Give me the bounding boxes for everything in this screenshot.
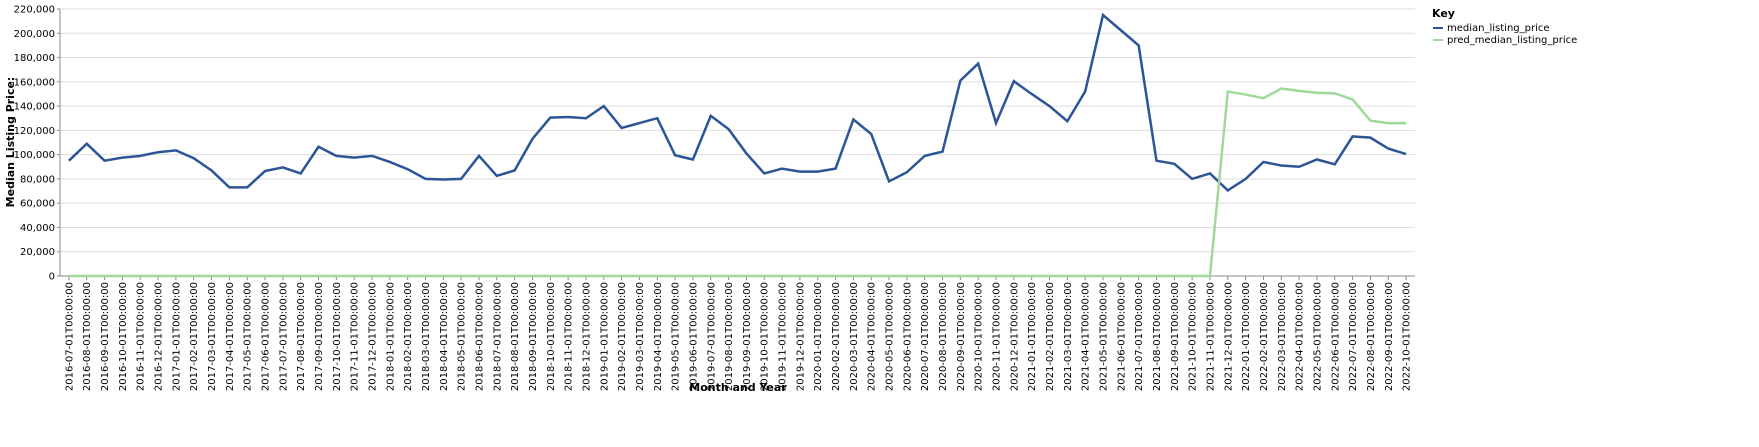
x-tick-label: 2019-11-01T00:00:00 <box>778 282 789 391</box>
x-tick-label: 2020-06-01T00:00:00 <box>902 282 913 391</box>
x-tick-label: 2017-02-01T00:00:00 <box>189 282 200 391</box>
x-axis-title: Month and Year <box>689 381 787 394</box>
x-tick-label: 2018-03-01T00:00:00 <box>421 282 432 391</box>
x-tick-label: 2017-07-01T00:00:00 <box>278 282 289 391</box>
x-tick-label: 2016-11-01T00:00:00 <box>136 282 147 391</box>
x-tick-label: 2019-03-01T00:00:00 <box>635 282 646 391</box>
x-tick-label: 2018-06-01T00:00:00 <box>474 282 485 391</box>
x-tick-label: 2018-01-01T00:00:00 <box>385 282 396 391</box>
x-tick-label: 2019-06-01T00:00:00 <box>688 282 699 391</box>
x-tick-label: 2019-12-01T00:00:00 <box>795 282 806 391</box>
x-tick-label: 2016-09-01T00:00:00 <box>100 282 111 391</box>
x-tick-label: 2022-03-01T00:00:00 <box>1277 282 1288 391</box>
x-tick-label: 2021-03-01T00:00:00 <box>1063 282 1074 391</box>
x-tick-label: 2018-07-01T00:00:00 <box>492 282 503 391</box>
legend-title: Key <box>1432 7 1455 20</box>
x-tick-label: 2021-04-01T00:00:00 <box>1081 282 1092 391</box>
x-tick-label: 2017-06-01T00:00:00 <box>261 282 272 391</box>
x-tick-label: 2022-02-01T00:00:00 <box>1259 282 1270 391</box>
x-tick-label: 2022-04-01T00:00:00 <box>1295 282 1306 391</box>
x-tick-label: 2019-04-01T00:00:00 <box>653 282 664 391</box>
x-tick-label: 2018-09-01T00:00:00 <box>528 282 539 391</box>
x-tick-label: 2020-04-01T00:00:00 <box>867 282 878 391</box>
y-tick-label: 100,000 <box>14 150 55 161</box>
x-tick-label: 2021-02-01T00:00:00 <box>1045 282 1056 391</box>
x-tick-label: 2018-08-01T00:00:00 <box>510 282 521 391</box>
x-tick-label: 2018-10-01T00:00:00 <box>546 282 557 391</box>
x-tick-label: 2016-10-01T00:00:00 <box>118 282 129 391</box>
x-tick-label: 2017-10-01T00:00:00 <box>332 282 343 391</box>
x-tick-label: 2022-01-01T00:00:00 <box>1241 282 1252 391</box>
x-tick-label: 2018-04-01T00:00:00 <box>439 282 450 391</box>
x-tick-label: 2021-05-01T00:00:00 <box>1098 282 1109 391</box>
x-tick-label: 2019-05-01T00:00:00 <box>671 282 682 391</box>
x-tick-label: 2017-03-01T00:00:00 <box>207 282 218 391</box>
x-tick-label: 2019-09-01T00:00:00 <box>742 282 753 391</box>
y-tick-label: 180,000 <box>14 53 55 64</box>
y-tick-label: 40,000 <box>20 223 55 234</box>
y-tick-label: 220,000 <box>14 5 55 16</box>
x-tick-label: 2019-01-01T00:00:00 <box>599 282 610 391</box>
x-tick-label: 2019-08-01T00:00:00 <box>724 282 735 391</box>
x-tick-label: 2017-09-01T00:00:00 <box>314 282 325 391</box>
x-tick-label: 2017-04-01T00:00:00 <box>225 282 236 391</box>
x-tick-label: 2022-08-01T00:00:00 <box>1366 282 1377 391</box>
x-tick-label: 2019-07-01T00:00:00 <box>706 282 717 391</box>
x-tick-label: 2021-10-01T00:00:00 <box>1188 282 1199 391</box>
y-tick-label: 20,000 <box>20 247 55 258</box>
y-tick-label: 120,000 <box>14 126 55 137</box>
legend-label: median_listing_price <box>1447 23 1550 34</box>
x-tick-label: 2016-08-01T00:00:00 <box>82 282 93 391</box>
x-tick-label: 2021-01-01T00:00:00 <box>1027 282 1038 391</box>
x-tick-label: 2020-03-01T00:00:00 <box>849 282 860 391</box>
x-tick-label: 2020-07-01T00:00:00 <box>920 282 931 391</box>
x-tick-label: 2022-10-01T00:00:00 <box>1402 282 1413 391</box>
x-tick-label: 2017-11-01T00:00:00 <box>350 282 361 391</box>
y-tick-label: 80,000 <box>20 174 55 185</box>
x-tick-label: 2017-08-01T00:00:00 <box>296 282 307 391</box>
x-tick-label: 2016-07-01T00:00:00 <box>64 282 75 391</box>
x-tick-label: 2018-02-01T00:00:00 <box>403 282 414 391</box>
y-tick-label: 0 <box>49 272 55 283</box>
x-tick-label: 2022-09-01T00:00:00 <box>1384 282 1395 391</box>
series-line <box>68 12 1407 193</box>
x-tick-label: 2020-09-01T00:00:00 <box>956 282 967 391</box>
x-tick-label: 2020-12-01T00:00:00 <box>1009 282 1020 391</box>
x-tick-label: 2017-12-01T00:00:00 <box>368 282 379 391</box>
x-tick-label: 2021-11-01T00:00:00 <box>1205 282 1216 391</box>
x-tick-label: 2018-05-01T00:00:00 <box>457 282 468 391</box>
x-tick-label: 2020-02-01T00:00:00 <box>831 282 842 391</box>
x-tick-label: 2016-12-01T00:00:00 <box>154 282 165 391</box>
x-tick-label: 2019-02-01T00:00:00 <box>617 282 628 391</box>
y-tick-label: 160,000 <box>14 77 55 88</box>
x-tick-label: 2021-08-01T00:00:00 <box>1152 282 1163 391</box>
x-tick-label: 2021-12-01T00:00:00 <box>1223 282 1234 391</box>
x-tick-label: 2020-11-01T00:00:00 <box>992 282 1003 391</box>
x-tick-label: 2021-09-01T00:00:00 <box>1170 282 1181 391</box>
y-tick-label: 200,000 <box>14 29 55 40</box>
x-tick-label: 2021-06-01T00:00:00 <box>1116 282 1127 391</box>
series-line <box>68 87 1407 278</box>
x-tick-label: 2021-07-01T00:00:00 <box>1134 282 1145 391</box>
x-tick-label: 2017-05-01T00:00:00 <box>243 282 254 391</box>
y-axis-title: Median Listing Price: <box>4 77 17 208</box>
x-tick-label: 2022-06-01T00:00:00 <box>1330 282 1341 391</box>
y-tick-label: 140,000 <box>14 102 55 113</box>
x-tick-label: 2017-01-01T00:00:00 <box>171 282 182 391</box>
x-tick-label: 2022-05-01T00:00:00 <box>1312 282 1323 391</box>
x-tick-label: 2020-08-01T00:00:00 <box>938 282 949 391</box>
legend-label: pred_median_listing_price <box>1447 35 1577 46</box>
x-tick-label: 2020-10-01T00:00:00 <box>974 282 985 391</box>
x-tick-label: 2019-10-01T00:00:00 <box>760 282 771 391</box>
x-tick-label: 2022-07-01T00:00:00 <box>1348 282 1359 391</box>
x-tick-label: 2018-11-01T00:00:00 <box>564 282 575 391</box>
y-tick-label: 60,000 <box>20 199 55 210</box>
x-tick-label: 2020-01-01T00:00:00 <box>813 282 824 391</box>
x-tick-label: 2018-12-01T00:00:00 <box>581 282 592 391</box>
x-tick-label: 2020-05-01T00:00:00 <box>885 282 896 391</box>
